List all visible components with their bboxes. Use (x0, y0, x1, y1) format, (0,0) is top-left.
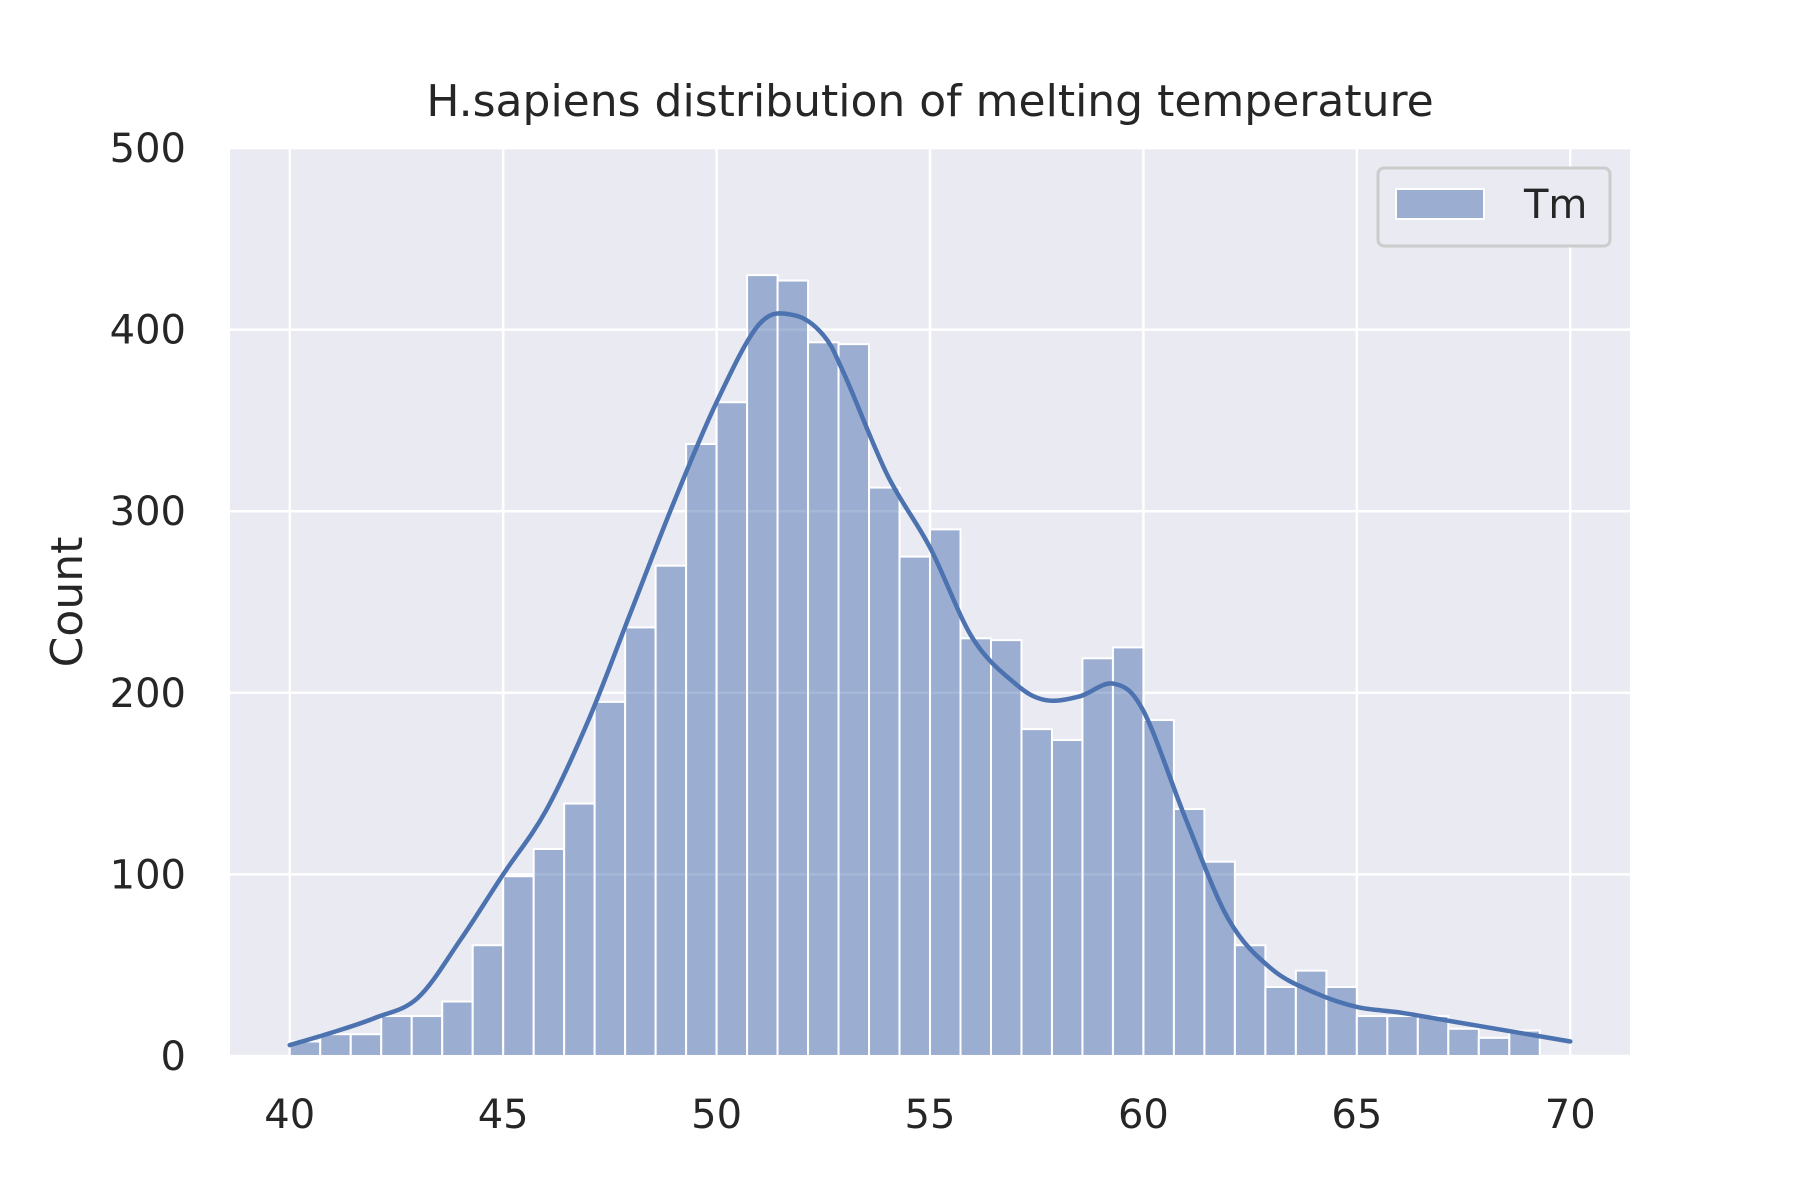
y-axis-label: Count (42, 537, 93, 668)
histogram-bar (1447, 1027, 1480, 1058)
histogram-bar (441, 1000, 474, 1058)
histogram-bar (1111, 646, 1145, 1058)
legend-swatch (1395, 188, 1485, 220)
histogram-bar (715, 401, 749, 1057)
histogram-bar (1386, 1015, 1419, 1057)
y-tick-label: 200 (110, 671, 186, 717)
legend-box (1376, 166, 1612, 248)
histogram-bar (532, 847, 566, 1058)
histogram-bar (654, 564, 688, 1057)
histogram-bars (288, 274, 1541, 1058)
histogram-bar (1294, 969, 1328, 1058)
x-tick-label: 70 (1545, 1092, 1596, 1138)
x-tick-label: 60 (1118, 1092, 1169, 1138)
x-tick-label: 45 (478, 1092, 529, 1138)
histogram-bar (1416, 1015, 1450, 1057)
histogram-bar (471, 944, 505, 1057)
histogram-bar (1172, 808, 1206, 1057)
y-tick-labels: 0 100 200 300 400 500 (110, 126, 186, 1080)
histogram-bar (1264, 985, 1297, 1058)
histogram-bar (776, 279, 810, 1057)
histogram-bar (563, 802, 596, 1057)
y-tick-label: 300 (110, 489, 186, 535)
histogram-bar (898, 555, 932, 1057)
kde-curve-group (287, 311, 1573, 1048)
x-tick-labels: 40 45 50 55 60 65 70 (264, 1092, 1595, 1138)
y-tick-label: 400 (110, 308, 186, 354)
histogram-bar (989, 639, 1023, 1057)
histogram-bar (1233, 944, 1267, 1057)
x-tick-label: 65 (1331, 1092, 1382, 1138)
histogram-bar (868, 486, 901, 1058)
legend: Tm (1376, 166, 1612, 248)
x-tick-label: 40 (264, 1092, 315, 1138)
histogram-bar (624, 626, 657, 1057)
histogram-bar (1081, 657, 1114, 1058)
chart-title: H.sapiens distribution of melting temper… (426, 76, 1433, 127)
kde-line (287, 311, 1573, 1048)
histogram-bar (807, 341, 840, 1057)
x-tick-label: 55 (905, 1092, 956, 1138)
histogram-bar (1355, 1015, 1389, 1057)
legend-label: Tm (1523, 182, 1587, 228)
histogram-bar (746, 274, 779, 1057)
histogram-bar (837, 343, 871, 1057)
histogram-bar (502, 875, 535, 1057)
y-tick-label: 0 (161, 1034, 186, 1080)
histogram-bar (349, 1033, 383, 1058)
histogram-bar (685, 443, 718, 1057)
histogram-bar (1050, 739, 1084, 1057)
histogram-bar (1020, 728, 1053, 1057)
histogram-bar (1477, 1036, 1511, 1057)
histogram-bar (929, 528, 962, 1057)
histogram-bar (1203, 860, 1236, 1057)
histogram-bar (319, 1033, 352, 1058)
y-tick-label: 100 (110, 852, 186, 898)
histogram-bar (959, 637, 992, 1057)
histogram-bar (380, 1015, 413, 1057)
histogram-bar (593, 700, 627, 1057)
histogram-bar (410, 1015, 444, 1057)
x-tick-label: 50 (691, 1092, 742, 1138)
y-tick-label: 500 (110, 126, 186, 172)
